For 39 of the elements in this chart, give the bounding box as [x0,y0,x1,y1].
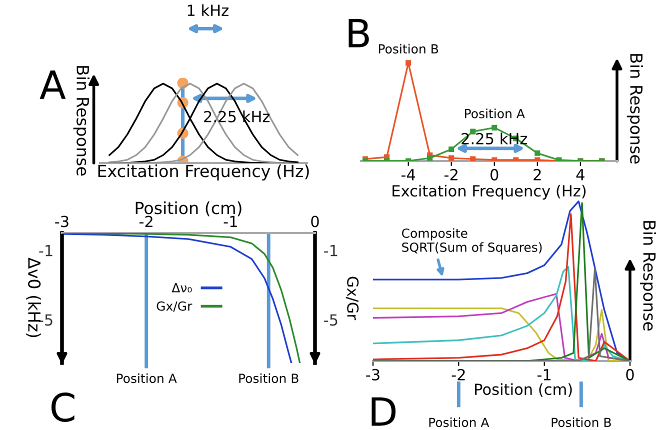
y-axis-title: Bin Response [73,66,90,176]
x-tick-label: 4 [576,169,584,180]
series-label: Position B [378,44,438,54]
y-axis-title: Bin Response [640,221,656,331]
x-tick-label: 0 [626,368,634,380]
legend-label: Δν₀ [172,283,192,292]
x-axis-title: Excitation Frequency (Hz) [98,164,309,181]
text: C [51,392,74,422]
x-tick-label: -2 [139,216,152,228]
x-tick-label: 2 [534,168,541,180]
text: D [372,397,396,426]
chart-title: B [348,18,369,48]
x-tick-label: 0 [311,216,319,228]
annotation: Composite SQRT(Sum of Squares) [402,228,542,254]
x-tick-label: -2 [452,368,465,380]
legend-label: Gx/Gr [156,301,192,312]
x-axis-title: Position (cm) [475,383,572,397]
y2-tick-label: -5 [324,314,338,326]
y-axis-title: Δv0 (kHz) [26,258,41,338]
x-tick-label: 0 [490,168,498,180]
annotation: 2.25 kHz [204,110,270,122]
x-tick-label: -3 [55,216,68,228]
x-tick-label: -1 [537,369,551,380]
text: 1 kHz [188,4,228,16]
x-tick-label: -4 [401,169,416,180]
chart-title: A [40,70,66,99]
x-axis-title: Excitation Frequency (Hz) [392,184,586,200]
ref-line-label: Position B [552,417,611,428]
x-tick-label: -1 [224,216,237,228]
ref-line-label: Position A [429,417,490,428]
series-label: Position A [465,108,525,118]
ref-line-label: Position A [116,373,177,384]
ref-line-label: Position B [239,373,298,384]
y2-axis-title: Gx/Gr [346,276,359,320]
x-tick-label: -3 [366,368,380,380]
x-tick-label: -2 [444,168,458,180]
x-axis-title: Position (cm) [136,201,242,216]
y-axis-title: Bin Response [626,54,643,164]
y2-tick-label: -1 [324,245,338,256]
